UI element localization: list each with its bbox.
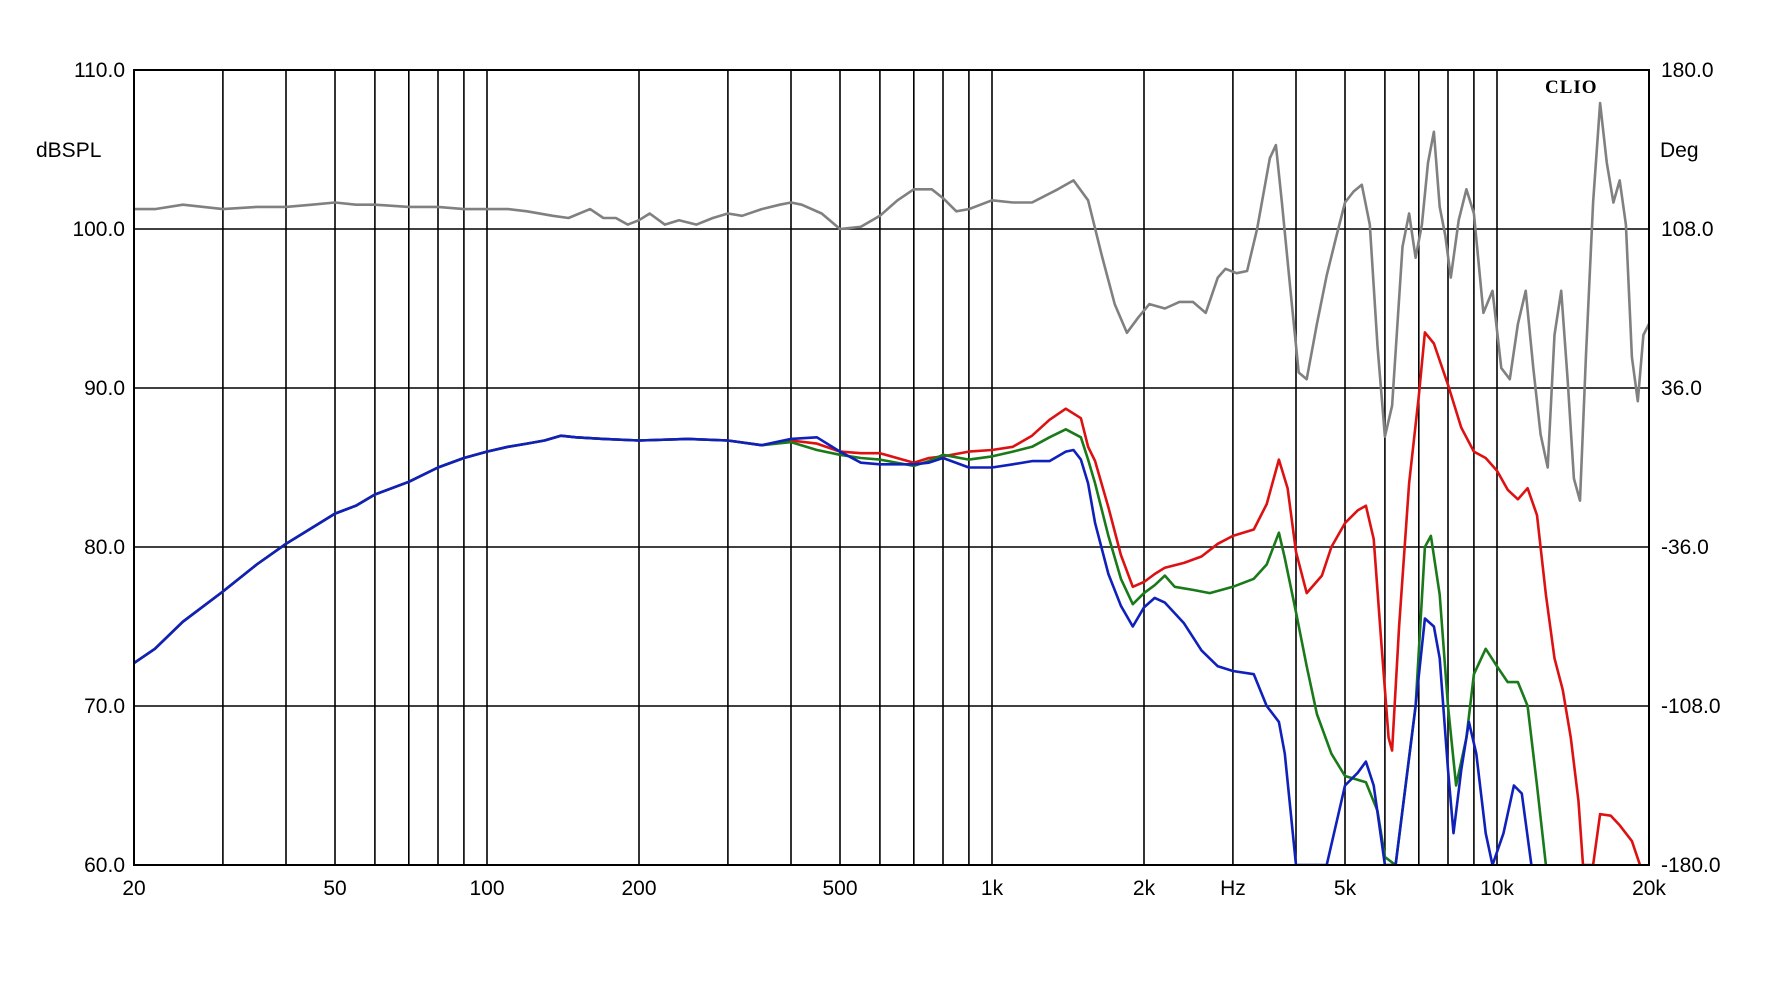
y-left-tick-label: 110.0 [74, 59, 125, 82]
x-tick-label: 100 [469, 877, 504, 900]
x-tick-label: 10k [1480, 877, 1514, 900]
y-right-tick-label: 36.0 [1661, 377, 1702, 400]
y-right-tick-label: -108.0 [1661, 695, 1721, 718]
x-tick-label: 200 [621, 877, 656, 900]
left-axis-unit: dBSPL [36, 139, 101, 162]
y-right-tick-label: 108.0 [1661, 218, 1714, 241]
y-left-tick-label: 100.0 [72, 218, 125, 241]
x-tick-label: 20 [122, 877, 145, 900]
series-group [134, 101, 1649, 865]
response-curve-blue [134, 434, 1533, 865]
clio-logo: CLIO [1545, 77, 1598, 98]
axis-labels: 20 50 100 200 500 1k 2k Hz 5k 10k 20k 110.0 100.0 90.… [72, 59, 1720, 900]
y-right-tick-label: -36.0 [1661, 536, 1709, 559]
phase-curve [134, 101, 1649, 502]
x-tick-label: 500 [822, 877, 857, 900]
x-tick-label: 2k [1133, 877, 1156, 900]
x-tick-label: 20k [1632, 877, 1666, 900]
x-tick-label: 1k [981, 877, 1004, 900]
y-right-tick-label: -180.0 [1661, 854, 1721, 877]
y-left-tick-label: 60.0 [84, 854, 125, 877]
y-right-tick-label: 180.0 [1661, 59, 1714, 82]
x-tick-label: 50 [323, 877, 346, 900]
right-axis-unit: Deg [1660, 139, 1699, 162]
y-left-tick-label: 70.0 [84, 695, 125, 718]
y-left-tick-label: 90.0 [84, 377, 125, 400]
grid [133, 69, 1650, 866]
response-curve-red [134, 331, 1642, 865]
y-left-tick-label: 80.0 [84, 536, 125, 559]
plot-frame [133, 69, 1650, 866]
x-tick-label: Hz [1220, 877, 1246, 900]
x-tick-label: 5k [1334, 877, 1357, 900]
